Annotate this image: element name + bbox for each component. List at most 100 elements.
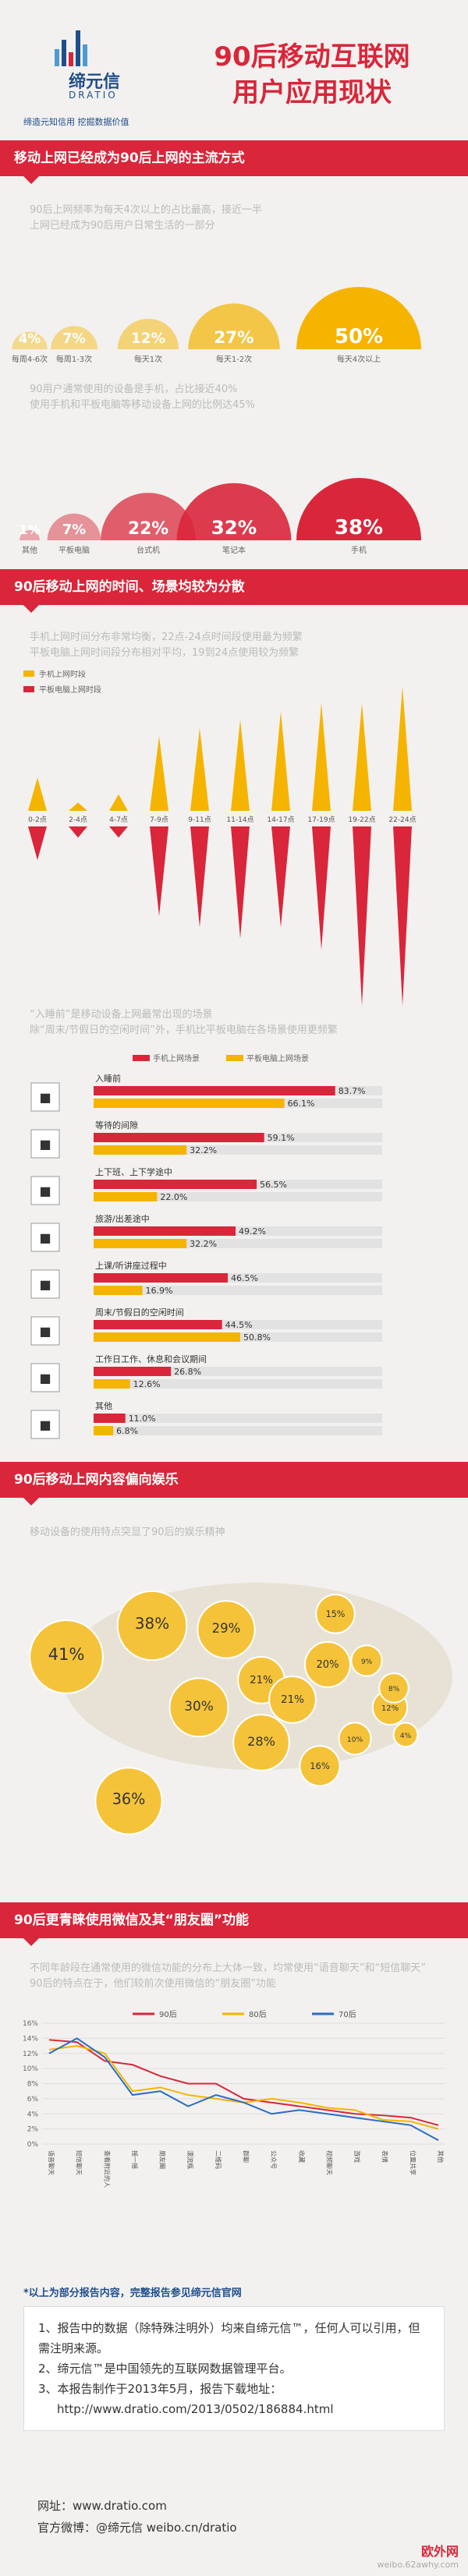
- scene-value-pad-4: 16.9%: [146, 1286, 173, 1296]
- bus-icon: [30, 1129, 60, 1159]
- lecture-icon-glyph: ■: [39, 1277, 51, 1292]
- content-bubble-2: [168, 1677, 229, 1738]
- time-label-5: 11-14点: [226, 816, 254, 824]
- scene-label-5: 周末/节假日的空闲时间: [95, 1307, 184, 1318]
- series-line-0: [48, 2039, 439, 2126]
- scene-bar-pad-1: [94, 1145, 187, 1155]
- bubble-2: [101, 493, 196, 540]
- content-value-6: 28%: [247, 1734, 275, 1749]
- spike-pad-8: [353, 826, 371, 1006]
- scene-label-3: 旅游/出差途中: [95, 1213, 150, 1224]
- spike-pad-9: [393, 826, 412, 1006]
- content-bubble-13: [338, 1721, 372, 1756]
- scene-label-7: 其他: [95, 1401, 112, 1411]
- content-value-2: 30%: [184, 1698, 213, 1714]
- legend-swatch-pad: [23, 686, 34, 692]
- walking-icon-glyph: ■: [39, 1184, 51, 1198]
- time-label-2: 4-7点: [109, 816, 128, 824]
- bubble-2: [117, 318, 179, 349]
- legend-phone-label: 手机上网时段: [39, 671, 86, 679]
- briefcase-icon-glyph: ■: [39, 1371, 51, 1385]
- bubble-label-4: 手机: [351, 545, 367, 555]
- spike-pad-5: [231, 826, 250, 939]
- section-header-entertainment: 90后移动上网内容偏向娱乐: [0, 1462, 468, 1506]
- scene-value-pad-6: 12.6%: [133, 1379, 161, 1389]
- scene-bar-phone-4: [94, 1273, 229, 1283]
- time-label-7: 17-19点: [307, 816, 335, 824]
- y-tick-6: 12%: [23, 2051, 38, 2058]
- bubble-0: [12, 331, 48, 349]
- scene-track-pad-4: [94, 1286, 382, 1295]
- content-bubble-chart: 41% 38% 30% 36% 29% 21% 28% 21% 20% 16% 15% 9% 12% 10…: [29, 1583, 452, 1835]
- scene-bar-chart: 手机上网场景 平板电脑上网场景 ■ 入睡前 83.7% 66.1% ■ 等待的间隙 59.1% 3…: [30, 1053, 382, 1439]
- note-entertainment: 移动设备的使用特点突显了90后的娱乐精神: [30, 1527, 225, 1538]
- x-tick-4: 朋友圈: [159, 2150, 167, 2169]
- time-label-6: 14-17点: [267, 816, 294, 824]
- spike-phone-2: [109, 794, 128, 811]
- bubble-label-0: 其他: [22, 545, 37, 555]
- page-header: 缔元信 DRATIO 缔造元知信用 挖掘数据价值 90后移动互联网 用户应用现状: [0, 0, 468, 152]
- scene-label-2: 上下班、上下学途中: [95, 1166, 172, 1177]
- spike-phone-8: [353, 702, 371, 811]
- bubble-value-4: 38%: [335, 516, 383, 540]
- scene-value-phone-1: 59.1%: [268, 1133, 295, 1143]
- scene-bar-phone-1: [94, 1133, 264, 1142]
- section-header-wechat: 90后更青睐使用微信及其“朋友圈”功能: [0, 1902, 468, 1946]
- basket-icon: [30, 1410, 60, 1439]
- section-header-time-scene: 90后移动上网的时间、场景均较为分散: [0, 569, 468, 613]
- bubble-value-3: 32%: [211, 516, 257, 539]
- scene-value-pad-5: 50.8%: [243, 1332, 271, 1343]
- line-legend-2: 70后: [339, 2010, 356, 2019]
- scene-bar-pad-6: [94, 1379, 130, 1389]
- content-bubble-15: [392, 1721, 419, 1748]
- x-tick-14: 其他: [437, 2150, 445, 2163]
- content-bubble-1: [116, 1590, 188, 1661]
- scene-track-pad-6: [94, 1379, 382, 1389]
- content-bubble-4: [197, 1600, 256, 1659]
- y-tick-2: 4%: [27, 2111, 39, 2118]
- logo-bars-icon: [55, 27, 109, 66]
- content-value-12: 12%: [381, 1704, 399, 1713]
- bubble-value-1: 7%: [62, 522, 86, 538]
- content-value-3: 36%: [112, 1790, 146, 1808]
- footer-url[interactable]: http://www.dratio.com/2013/0502/186884.h…: [57, 2402, 334, 2416]
- spike-pad-0: [28, 826, 47, 861]
- page-title: 90后移动互联网 用户应用现状: [214, 41, 410, 108]
- content-bubble-7: [268, 1675, 317, 1724]
- note-wechat: 不同年龄段在通常使用的微信功能的分布上大体一致，均常使用“语音聊天”和“短信聊天…: [30, 1962, 426, 1990]
- scene-value-phone-7: 11.0%: [129, 1414, 156, 1424]
- bubble-4: [296, 287, 421, 349]
- spike-pad-2: [109, 826, 128, 838]
- bubble-3: [188, 303, 280, 349]
- scene-bar-phone-2: [94, 1180, 257, 1189]
- spike-phone-3: [150, 736, 168, 811]
- x-tick-3: 摇一摇: [131, 2150, 139, 2169]
- content-bubble-0: [29, 1619, 104, 1694]
- time-label-9: 22-24点: [388, 816, 416, 824]
- bed-icon-glyph: ■: [39, 1090, 51, 1105]
- y-tick-5: 10%: [23, 2065, 38, 2073]
- footer-item-3: 3、本报告制作于2013年5月，报告下载地址：: [38, 2382, 282, 2396]
- scene-bar-pad-4: [94, 1286, 143, 1295]
- footer-contact: 网址：www.dratio.com 官方微博：@缔元信 weibo.cn/dra…: [37, 2495, 237, 2539]
- legend-swatch-phone-scene: [133, 1055, 150, 1061]
- bus-icon-glyph: ■: [39, 1137, 51, 1152]
- scene-label-4: 上课/听讲座过程中: [95, 1260, 167, 1271]
- bubble-label-2: 台式机: [136, 545, 160, 555]
- time-label-8: 19-22点: [348, 816, 375, 824]
- bubble-label-4: 每天4次以上: [337, 354, 381, 364]
- scene-bar-pad-0: [94, 1099, 285, 1108]
- bubble-label-3: 每天1-2次: [216, 354, 252, 364]
- footer-site[interactable]: 网址：www.dratio.com: [37, 2499, 167, 2513]
- y-tick-8: 16%: [23, 2020, 38, 2028]
- content-value-8: 20%: [317, 1659, 339, 1671]
- spike-pad-1: [69, 826, 87, 838]
- x-tick-5: 漂流瓶: [186, 2150, 194, 2169]
- time-label-0: 0-2点: [28, 816, 47, 824]
- line-legend-0: 90后: [159, 2010, 177, 2019]
- content-value-13: 10%: [347, 1736, 363, 1744]
- footer-weibo[interactable]: 官方微博：@缔元信 weibo.cn/dratio: [37, 2521, 237, 2535]
- scene-bar-phone-0: [94, 1086, 335, 1095]
- spike-pad-3: [150, 826, 168, 916]
